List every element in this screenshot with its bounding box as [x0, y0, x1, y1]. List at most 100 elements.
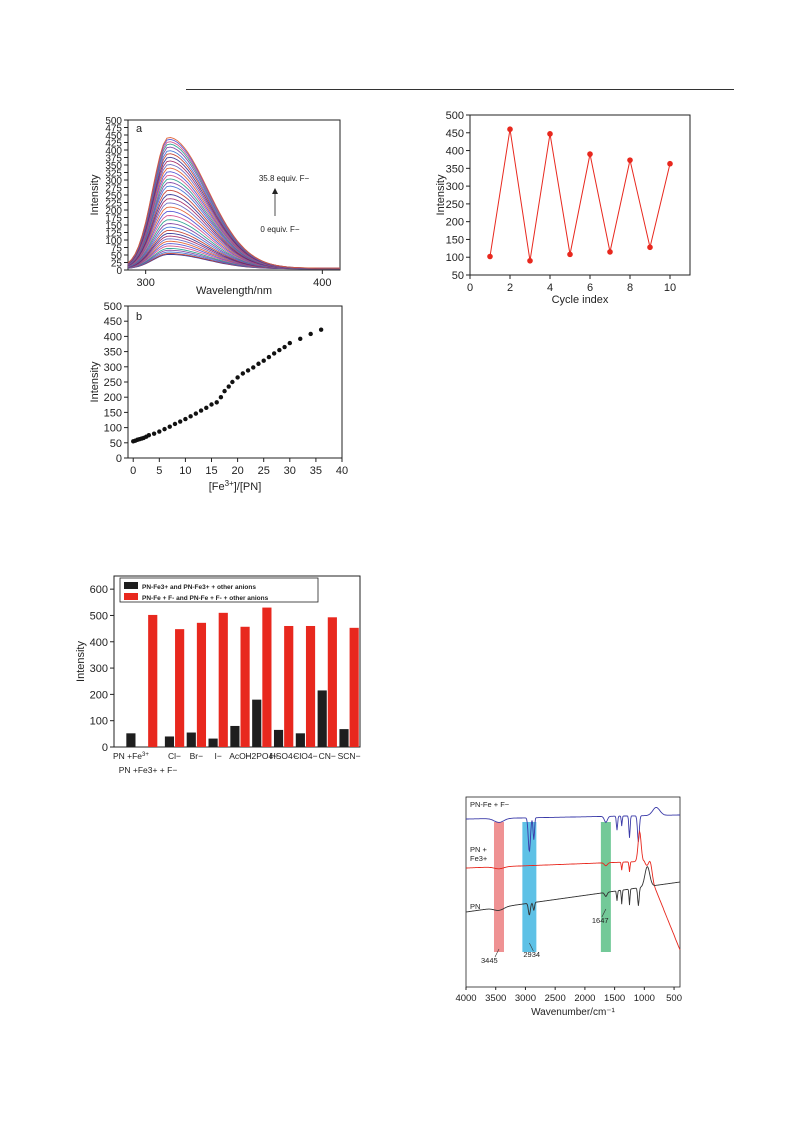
- y-tick-label: 500: [90, 610, 108, 622]
- y-tick-label: 150: [104, 407, 122, 419]
- titration-point: [235, 375, 240, 380]
- cycle-point: [647, 244, 653, 251]
- titration-point: [218, 395, 224, 400]
- plot-frame: [127, 305, 343, 459]
- titration-point: [146, 433, 152, 438]
- y-tick-label: 500: [446, 110, 464, 122]
- titration-point: [245, 368, 251, 373]
- panel-label: b: [136, 311, 142, 323]
- cycle-point: [507, 126, 513, 133]
- legend-swatch: [124, 582, 138, 589]
- bar-red: [284, 625, 294, 747]
- titration-point: [240, 371, 246, 376]
- bar-red: [175, 629, 185, 747]
- x-tick-label: 30: [284, 465, 296, 477]
- bar-red: [148, 614, 158, 747]
- titration-point: [230, 379, 235, 385]
- y-axis-label: Intensity: [75, 641, 87, 682]
- band-leader: [601, 908, 607, 918]
- x-tick-label: 15: [205, 465, 217, 477]
- header-rule: [186, 89, 734, 90]
- band-leader: [529, 942, 534, 952]
- y-tick-label: 400: [105, 146, 122, 157]
- category-label: HSO4−: [270, 751, 298, 761]
- titration-point: [251, 365, 256, 370]
- titration-point: [226, 384, 231, 389]
- x-tick-label: 2000: [574, 993, 595, 1004]
- y-tick-label: 0: [116, 453, 122, 465]
- y-tick-label: 300: [446, 181, 464, 193]
- x-axis-label: Cycle index: [552, 294, 609, 306]
- titration-point: [282, 344, 287, 350]
- titration-point: [183, 416, 188, 422]
- y-tick-label: 75: [111, 244, 123, 255]
- x-tick-label: 35: [310, 465, 322, 477]
- y-tick-label: 150: [446, 234, 464, 246]
- y-tick-label: 250: [446, 199, 464, 211]
- spectrum-line: [127, 137, 340, 269]
- titration-point: [298, 336, 303, 342]
- y-tick-label: 300: [105, 176, 122, 187]
- titration-point: [277, 347, 282, 353]
- bar-black: [126, 733, 136, 747]
- x-tick-label: 4: [547, 282, 553, 294]
- y-tick-label: 500: [105, 116, 122, 127]
- x-tick-label: 20: [231, 465, 243, 477]
- x-tick-label: 1500: [604, 993, 625, 1004]
- panel-label: a: [136, 123, 143, 135]
- y-tick-label: 350: [104, 347, 122, 359]
- cycle-point: [527, 257, 533, 264]
- y-axis-label: Intensity: [89, 361, 101, 402]
- category-label: AcO−: [229, 751, 251, 761]
- y-tick-label: 100: [90, 716, 108, 728]
- bar-black: [339, 729, 349, 747]
- y-tick-label: 250: [104, 377, 122, 389]
- x-tick-label: 0: [130, 465, 136, 477]
- x-tick-label: 2: [507, 282, 513, 294]
- category-label: I−: [215, 751, 222, 761]
- category-label-bottom: PN +Fe3+ + F−: [119, 765, 178, 775]
- y-tick-label: 425: [105, 139, 122, 150]
- titration-point: [193, 411, 199, 416]
- bar-red: [196, 622, 207, 747]
- y-tick-label: 450: [104, 316, 122, 328]
- y-tick-label: 100: [104, 423, 122, 435]
- y-tick-label: 350: [105, 161, 122, 172]
- y-tick-label: 475: [105, 124, 122, 135]
- series-label: Fe3+: [470, 854, 488, 863]
- category-label: ClO4−: [293, 751, 317, 761]
- x-tick-label: 8: [627, 282, 633, 294]
- cycle-point: [607, 249, 613, 255]
- plot-frame: [469, 114, 691, 276]
- y-tick-label: 500: [104, 301, 122, 313]
- y-tick-label: 175: [105, 214, 122, 225]
- titration-point: [177, 419, 183, 424]
- titration-point: [162, 426, 167, 432]
- y-tick-label: 200: [90, 689, 108, 701]
- y-tick-label: 200: [104, 392, 122, 404]
- x-tick-label: 40: [336, 465, 348, 477]
- titration-point: [222, 388, 227, 394]
- y-tick-label: 400: [90, 637, 108, 649]
- cycle-index-chart: 50 100 150 200 250 300 350 400 450 500 0 2 4 6 8 10 Cycl…: [435, 110, 691, 306]
- highlight-band: [493, 822, 504, 952]
- titration-point: [167, 424, 172, 429]
- x-tick-label: 6: [587, 282, 593, 294]
- titration-point: [214, 400, 219, 405]
- y-tick-label: 250: [105, 191, 122, 202]
- y-tick-label: 450: [446, 128, 464, 140]
- y-axis-label: Intensity: [435, 174, 447, 215]
- bar-black: [295, 733, 305, 747]
- legend-label: PN-Fe + F- and PN-Fe + F- + other anions: [142, 595, 269, 602]
- y-tick-label: 225: [105, 199, 122, 210]
- cycle-line: [489, 129, 671, 261]
- legend-box: [119, 577, 319, 603]
- x-tick-label: 3000: [515, 993, 536, 1004]
- y-tick-label: 150: [105, 221, 122, 232]
- series-label: PN: [470, 902, 480, 911]
- ir-line-pn-fe: [466, 829, 681, 951]
- titration-point: [308, 331, 313, 337]
- band-label: 2934: [523, 950, 540, 959]
- ir-spectra-chart: PN-Fe + F− PN +Fe3+ PN 3445 2934 1647 4000 3500…: [455, 796, 682, 1018]
